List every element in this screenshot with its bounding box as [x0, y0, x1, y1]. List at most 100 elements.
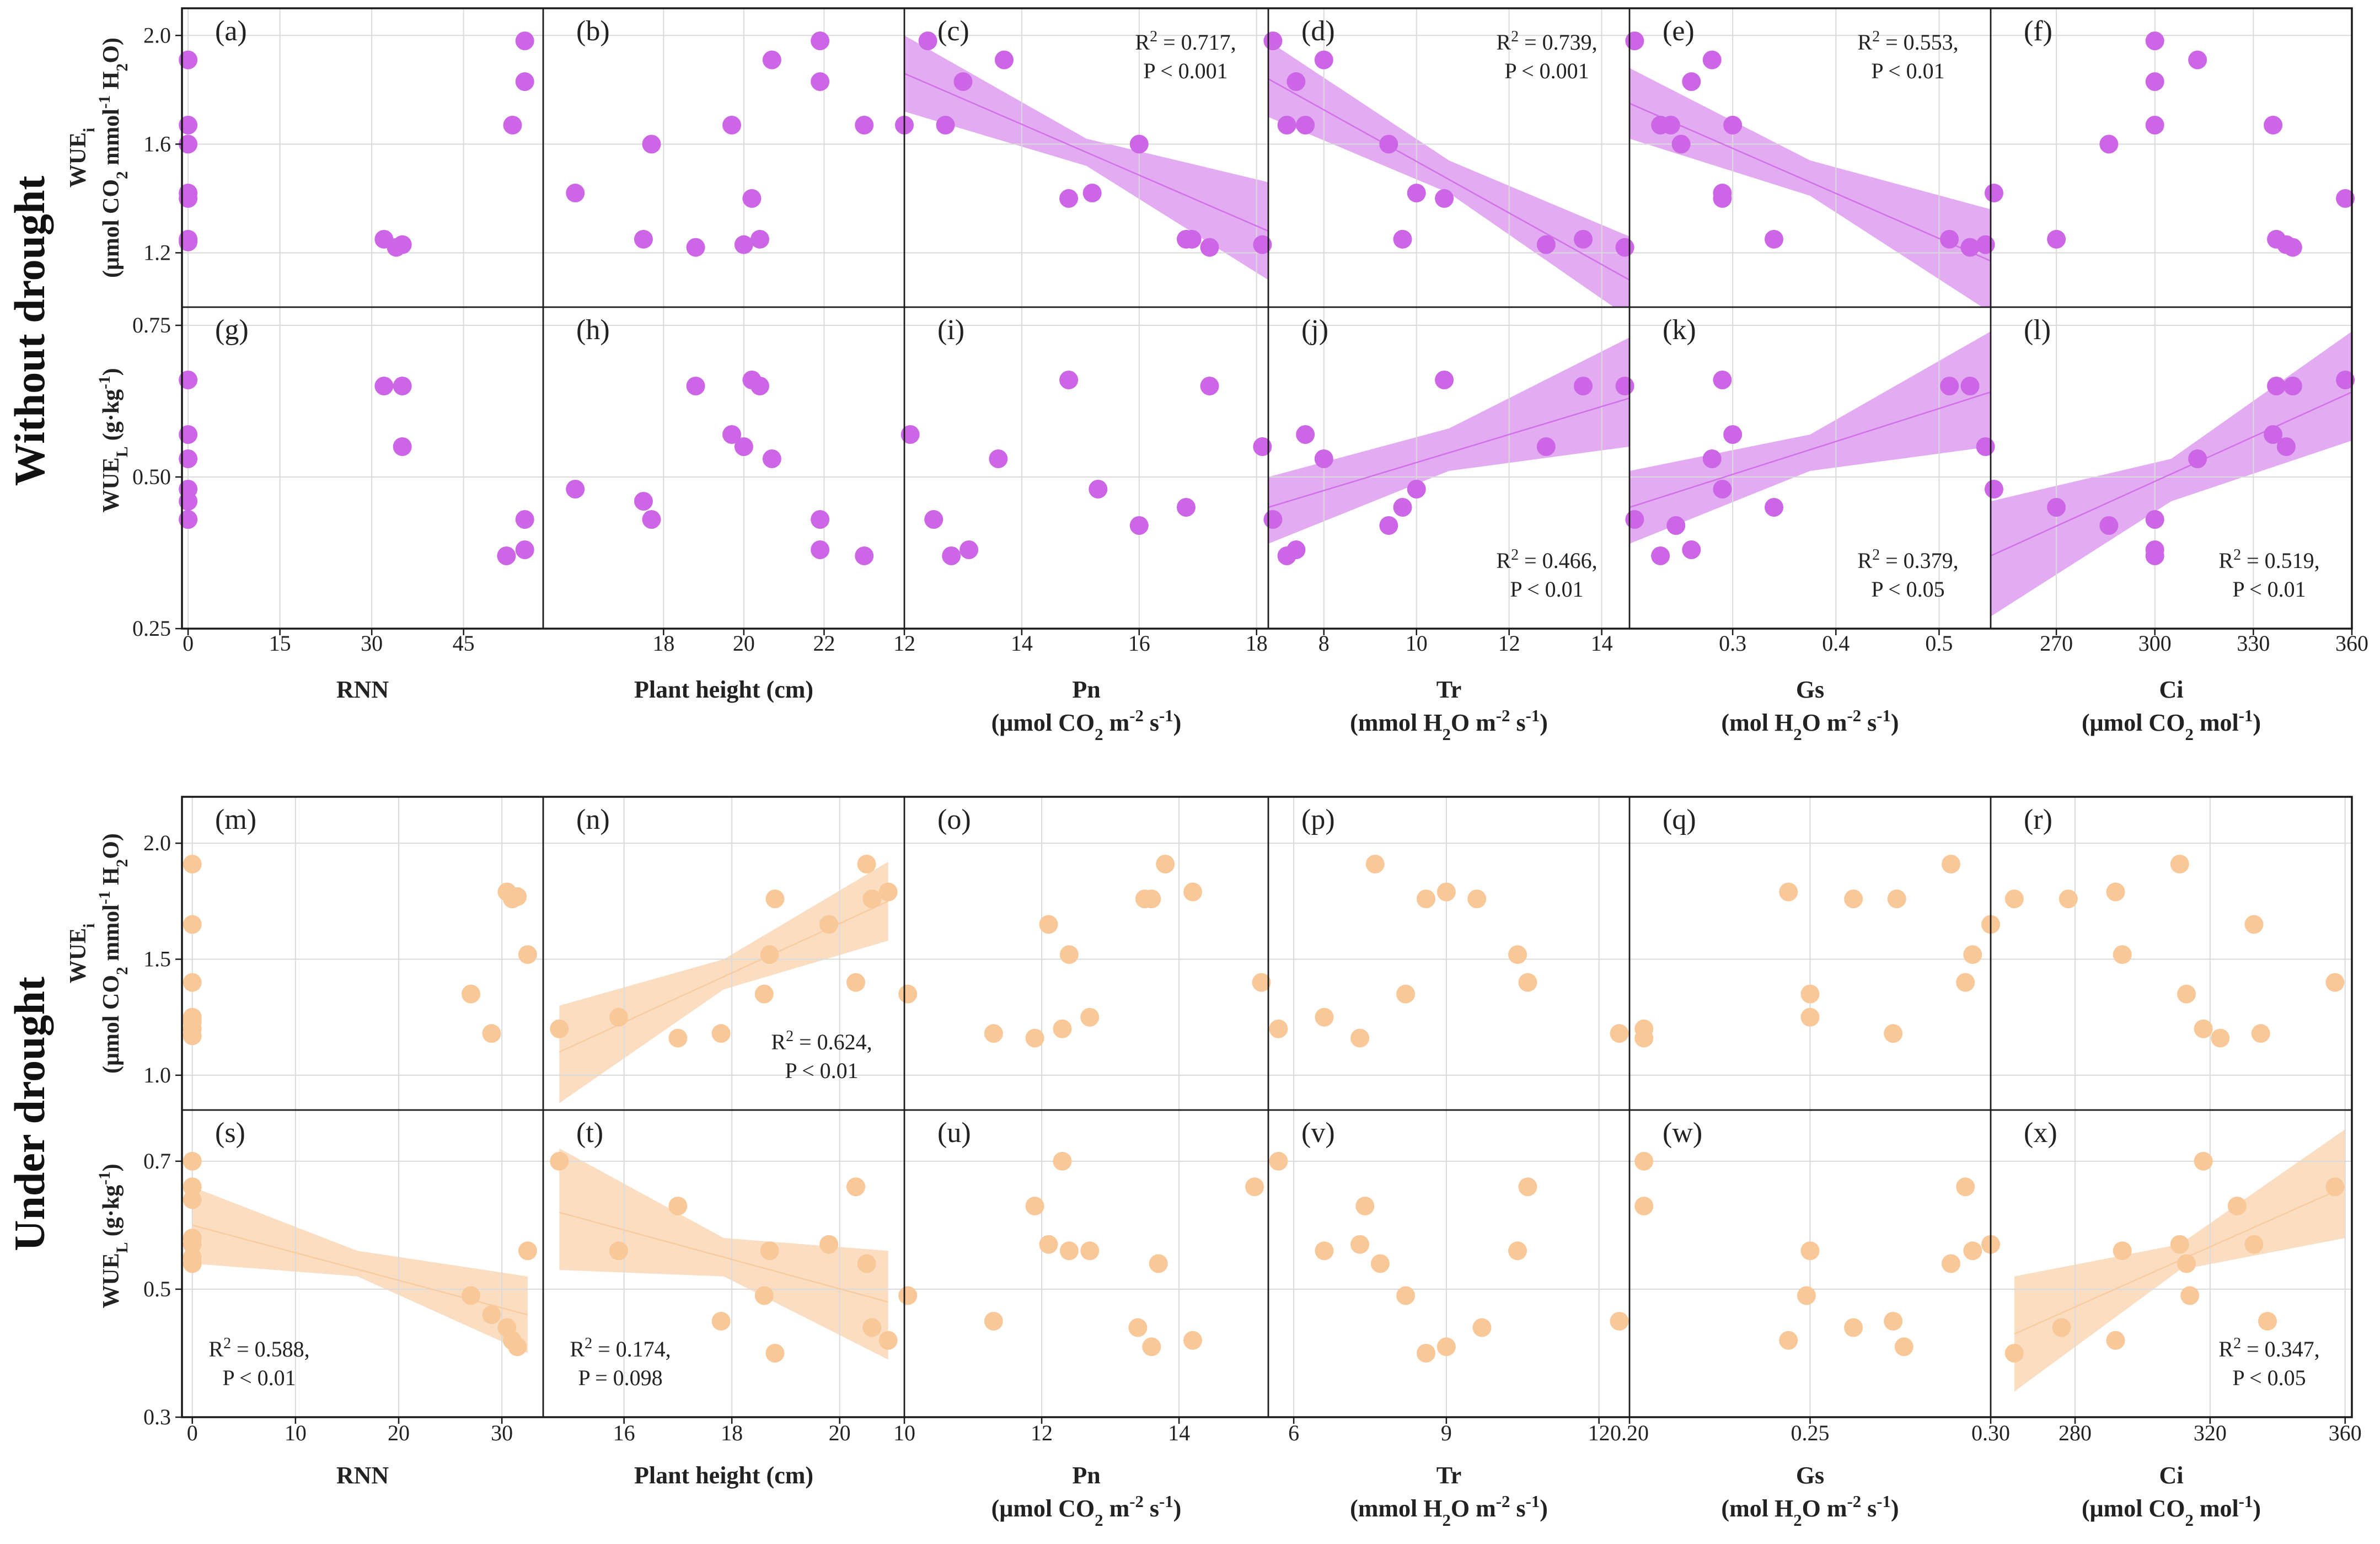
regression-line-d — [1268, 78, 1630, 281]
data-point — [1287, 540, 1306, 559]
data-point — [1574, 377, 1593, 395]
regression-line-k — [1629, 391, 1991, 508]
data-point — [393, 377, 412, 395]
data-point — [1634, 1197, 1654, 1216]
panel-frame-v — [1267, 1109, 1631, 1418]
data-point — [1713, 371, 1732, 389]
p-value-annotation: P = 0.098 — [578, 1365, 662, 1390]
panel-label-b: (b) — [576, 15, 610, 47]
data-point — [1059, 945, 1079, 964]
data-point — [857, 1254, 876, 1273]
data-point — [811, 72, 830, 92]
data-point — [878, 882, 898, 902]
data-point — [2336, 371, 2355, 389]
panel-frame-i — [903, 306, 1269, 630]
data-point — [2283, 377, 2302, 395]
data-point — [1315, 1241, 1334, 1261]
data-point — [1183, 882, 1203, 902]
panel-frame-p — [1267, 796, 1631, 1111]
data-point — [566, 184, 585, 203]
panel-frame-r — [1990, 796, 2353, 1111]
data-point — [2113, 1241, 2132, 1261]
data-point — [1435, 371, 1454, 389]
panel-label-v: (v) — [1301, 1117, 1335, 1149]
data-point — [751, 229, 769, 249]
data-point — [2145, 115, 2164, 135]
x-tick-label: 30 — [491, 1420, 513, 1445]
data-point — [1894, 1337, 1913, 1357]
data-point — [1183, 1331, 1203, 1350]
data-point — [1269, 1151, 1288, 1171]
data-point — [179, 189, 198, 208]
data-point — [1315, 1007, 1334, 1027]
data-point — [1407, 480, 1426, 498]
y-axis-label-wuei-units: (μmol CO2 mmol-1 H2O) — [96, 833, 131, 1074]
data-point — [179, 232, 198, 251]
x-tick-label: 0.5 — [1925, 631, 1953, 656]
y-tick-label: 0.5 — [143, 1277, 171, 1301]
data-point — [482, 1024, 501, 1043]
p-value-annotation: P < 0.05 — [1871, 577, 1944, 602]
y-axis-label-wuel: WUEL (g·kg-1) — [96, 1164, 131, 1308]
data-point — [1956, 1177, 1975, 1197]
data-point — [2325, 973, 2345, 992]
data-point — [1682, 72, 1701, 92]
data-point — [1269, 1019, 1288, 1038]
data-point — [898, 1286, 918, 1305]
x-tick-label: 20 — [388, 1420, 410, 1445]
data-point — [183, 855, 202, 874]
data-point — [2047, 498, 2066, 517]
confidence-band-n — [559, 861, 888, 1103]
data-point — [1059, 189, 1079, 208]
data-point — [1089, 480, 1108, 498]
data-point — [393, 437, 412, 456]
data-point — [1661, 115, 1680, 135]
data-point — [918, 31, 937, 51]
data-point — [462, 1286, 480, 1305]
data-point — [2145, 546, 2164, 565]
data-point — [989, 449, 1008, 468]
panel-label-j: (j) — [1301, 314, 1328, 346]
data-point — [734, 235, 753, 254]
data-point — [1518, 1177, 1537, 1197]
p-value-annotation: P < 0.01 — [2232, 577, 2306, 602]
x-axis-label-units: (mol H2O m-2 s-1) — [1721, 1492, 1899, 1530]
y-tick-label: 2.0 — [143, 23, 171, 47]
data-point — [642, 135, 661, 154]
data-point — [1702, 449, 1722, 468]
y-tick-label: 0.3 — [143, 1404, 171, 1429]
y-tick-label: 0.50 — [132, 464, 171, 489]
data-point — [2052, 1318, 2071, 1337]
panel-label-k: (k) — [1663, 314, 1696, 346]
data-point — [1296, 425, 1315, 444]
panel-label-n: (n) — [576, 804, 610, 835]
data-point — [984, 1311, 1003, 1331]
data-point — [1887, 889, 1906, 909]
y-tick-label: 0.7 — [143, 1149, 171, 1173]
x-tick-label: 10 — [893, 1420, 915, 1445]
panel-label-s: (s) — [215, 1117, 245, 1149]
r-squared-annotation: R2 = 0.347, — [2218, 1335, 2319, 1362]
confidence-band-j — [1268, 337, 1629, 544]
y-tick-label: 2.0 — [143, 830, 171, 855]
x-tick-label: 18 — [1246, 631, 1268, 656]
panel-label-f: (f) — [2024, 15, 2052, 47]
panel-frame-o — [903, 796, 1269, 1111]
p-value-annotation: P < 0.001 — [1504, 58, 1589, 83]
data-point — [1149, 1254, 1168, 1273]
data-point — [2177, 1254, 2196, 1273]
data-point — [1314, 50, 1333, 69]
data-point — [1615, 377, 1634, 395]
data-point — [668, 1197, 688, 1216]
section-frame-under-drought — [181, 796, 2353, 1418]
x-axis-label-units: (μmol CO2 m-2 s-1) — [991, 706, 1182, 744]
x-tick-label: 0.30 — [1971, 1420, 2010, 1445]
data-point — [1984, 480, 2003, 498]
panel-frame-f — [1990, 7, 2353, 308]
data-point — [1039, 1235, 1058, 1254]
data-point — [2177, 984, 2196, 1004]
data-point — [1508, 945, 1527, 964]
x-tick-label: 320 — [2194, 1420, 2227, 1445]
data-point — [1666, 516, 1686, 535]
x-axis-label-units: (μmol CO2 m-2 s-1) — [991, 1492, 1182, 1530]
